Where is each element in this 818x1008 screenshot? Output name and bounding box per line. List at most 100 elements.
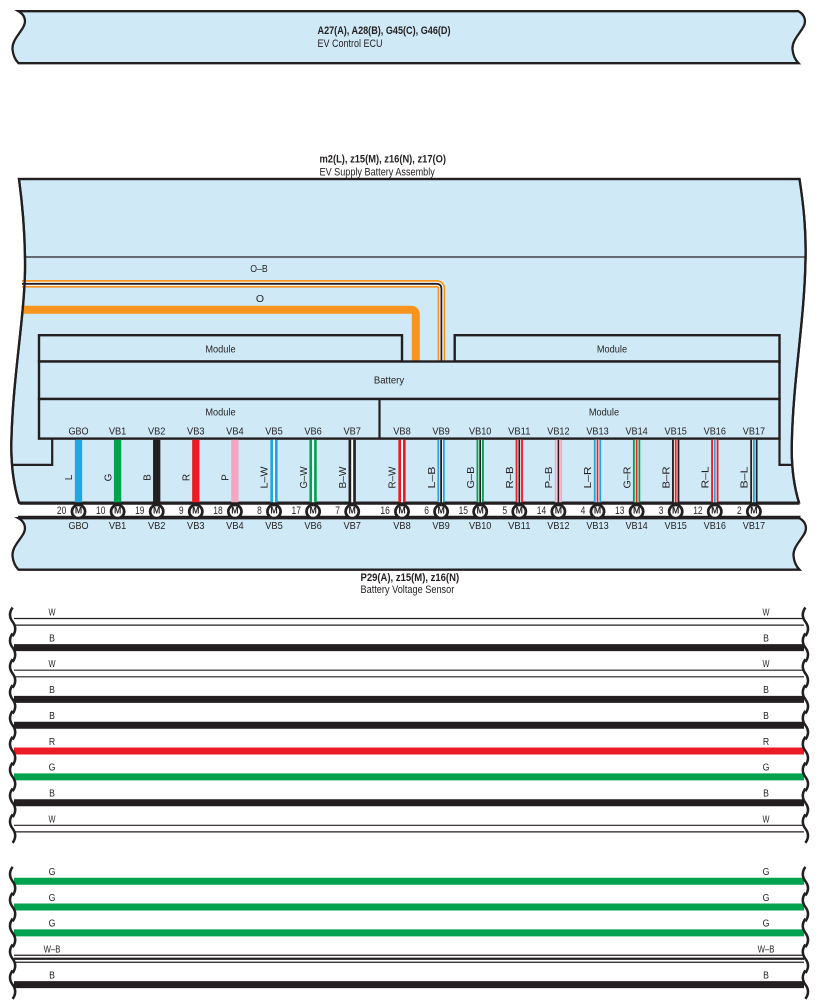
svg-text:VB15: VB15 (665, 425, 687, 437)
svg-text:12: 12 (693, 505, 702, 517)
svg-text:VB17: VB17 (743, 425, 765, 437)
svg-text:B: B (49, 788, 55, 799)
svg-text:3: 3 (659, 505, 664, 517)
svg-text:VB5: VB5 (265, 520, 283, 532)
svg-text:VB10: VB10 (469, 425, 491, 437)
svg-text:R–B: R–B (505, 466, 516, 488)
svg-text:VB16: VB16 (704, 425, 726, 437)
svg-text:Module: Module (205, 407, 236, 418)
svg-text:VB10: VB10 (469, 520, 491, 532)
svg-text:VB1: VB1 (109, 425, 127, 437)
svg-text:G: G (763, 763, 770, 774)
svg-text:B: B (763, 970, 769, 981)
svg-text:M: M (750, 504, 757, 515)
svg-text:R–L: R–L (701, 466, 712, 489)
svg-text:EV Supply Battery Assembly: EV Supply Battery Assembly (320, 167, 436, 179)
svg-text:16: 16 (380, 505, 389, 517)
svg-text:VB2: VB2 (148, 520, 166, 532)
svg-text:B: B (142, 474, 153, 481)
svg-text:G: G (103, 473, 114, 481)
svg-text:M: M (516, 504, 523, 515)
svg-text:G: G (763, 867, 770, 878)
svg-text:P29(A), z15(M), z16(N): P29(A), z15(M), z16(N) (361, 572, 460, 584)
svg-text:G: G (763, 893, 770, 904)
svg-text:VB6: VB6 (304, 425, 322, 437)
svg-text:VB8: VB8 (393, 425, 411, 437)
svg-text:m2(L), z15(M), z16(N), z17(O): m2(L), z15(M), z16(N), z17(O) (320, 154, 447, 166)
svg-text:B: B (763, 711, 769, 722)
svg-text:20: 20 (57, 505, 66, 517)
svg-text:VB12: VB12 (547, 520, 569, 532)
svg-text:W–B: W–B (44, 944, 61, 955)
svg-text:VB12: VB12 (547, 425, 569, 437)
svg-text:4: 4 (581, 505, 586, 517)
svg-text:L–W: L–W (260, 466, 271, 489)
svg-text:G–R: G–R (622, 467, 633, 489)
svg-text:L–R: L–R (583, 467, 594, 489)
svg-text:VB7: VB7 (343, 425, 361, 437)
svg-text:2: 2 (737, 505, 742, 517)
svg-text:B–W: B–W (338, 466, 349, 489)
svg-text:B: B (763, 685, 769, 696)
svg-text:VB3: VB3 (187, 520, 205, 532)
svg-text:GBO: GBO (68, 425, 88, 437)
svg-text:10: 10 (96, 505, 105, 517)
svg-text:R: R (49, 737, 55, 748)
svg-text:B: B (763, 633, 769, 644)
svg-text:VB3: VB3 (187, 425, 205, 437)
svg-text:M: M (672, 504, 679, 515)
svg-text:Battery Voltage Sensor: Battery Voltage Sensor (361, 584, 455, 596)
svg-text:5: 5 (502, 505, 507, 517)
svg-text:W–B: W–B (758, 944, 775, 955)
svg-text:VB14: VB14 (625, 425, 647, 437)
svg-text:VB14: VB14 (625, 520, 647, 532)
svg-text:M: M (349, 504, 356, 515)
svg-text:M: M (477, 504, 484, 515)
svg-text:M: M (398, 504, 405, 515)
svg-text:R: R (182, 474, 193, 481)
svg-text:EV Control ECU: EV Control ECU (318, 38, 383, 50)
svg-text:VB1: VB1 (109, 520, 127, 532)
svg-text:VB2: VB2 (148, 425, 166, 437)
svg-text:G: G (49, 867, 56, 878)
svg-text:M: M (153, 504, 160, 515)
svg-text:M: M (75, 504, 82, 515)
svg-text:Module: Module (589, 407, 620, 418)
svg-text:P–B: P–B (544, 466, 555, 488)
svg-text:VB9: VB9 (432, 520, 450, 532)
svg-text:VB11: VB11 (508, 520, 530, 532)
svg-text:P: P (221, 474, 232, 481)
svg-text:B: B (49, 711, 55, 722)
svg-text:G: G (49, 763, 56, 774)
svg-text:VB13: VB13 (586, 520, 608, 532)
svg-text:Battery: Battery (374, 376, 404, 387)
svg-text:VB9: VB9 (432, 425, 450, 437)
svg-text:W: W (49, 814, 56, 825)
svg-text:M: M (309, 504, 316, 515)
svg-text:7: 7 (335, 505, 340, 517)
svg-text:L: L (64, 474, 75, 480)
svg-text:VB11: VB11 (508, 425, 530, 437)
svg-text:M: M (555, 504, 562, 515)
svg-text:GBO: GBO (68, 520, 88, 532)
svg-text:M: M (437, 504, 444, 515)
svg-text:8: 8 (257, 505, 262, 517)
svg-text:M: M (231, 504, 238, 515)
svg-text:B–R: B–R (661, 467, 672, 489)
svg-text:VB15: VB15 (665, 520, 687, 532)
svg-text:B: B (49, 685, 55, 696)
svg-text:19: 19 (135, 505, 144, 517)
svg-text:15: 15 (459, 505, 468, 517)
svg-text:W: W (49, 608, 56, 619)
svg-text:Module: Module (597, 344, 628, 355)
svg-text:G: G (763, 919, 770, 930)
svg-text:G: G (49, 893, 56, 904)
svg-text:6: 6 (424, 505, 429, 517)
svg-text:18: 18 (213, 505, 222, 517)
svg-text:13: 13 (615, 505, 624, 517)
svg-text:M: M (594, 504, 601, 515)
svg-text:B–L: B–L (740, 466, 751, 489)
svg-text:B: B (763, 788, 769, 799)
svg-text:R–W: R–W (388, 466, 399, 489)
svg-text:W: W (763, 814, 770, 825)
